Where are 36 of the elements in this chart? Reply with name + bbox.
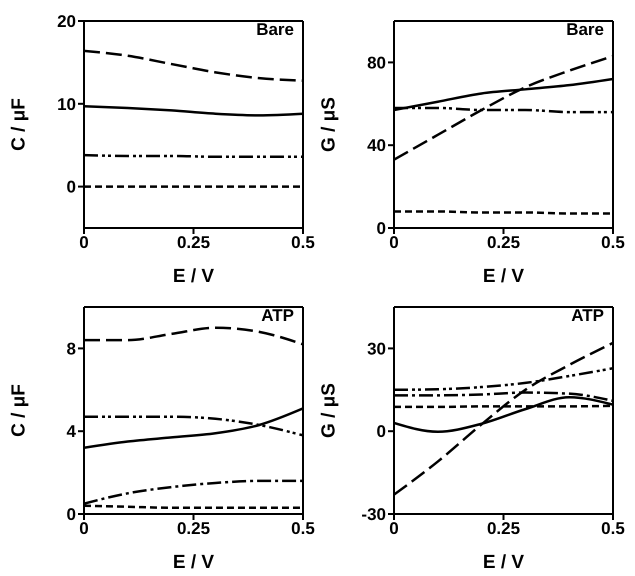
x-tick-label: 0.25 <box>486 519 520 538</box>
x-tick-label: 0 <box>79 233 89 252</box>
x-tick-label: 0.5 <box>291 233 315 252</box>
y-tick-label: 0 <box>376 219 386 238</box>
y-tick-label: 0 <box>66 505 76 524</box>
chart-title: ATP <box>571 306 604 326</box>
x-tick-label: 0.5 <box>601 519 625 538</box>
x-tick-label: 0.5 <box>601 233 625 252</box>
y-axis-title: G / μS <box>318 97 340 152</box>
x-tick-label: 0.5 <box>291 519 315 538</box>
x-tick-label: 0 <box>79 519 89 538</box>
x-axis-title: E / V <box>482 552 524 573</box>
x-tick-label: 0.25 <box>176 233 210 252</box>
chart-title: Bare <box>566 20 604 40</box>
y-tick-label: 30 <box>367 339 386 358</box>
y-axis-title: C / μF <box>8 384 30 437</box>
x-axis-title: E / V <box>172 266 214 287</box>
x-axis-title: E / V <box>482 266 524 287</box>
x-tick-label: 0 <box>389 519 399 538</box>
y-axis-title: G / μS <box>318 383 340 438</box>
chart-title: Bare <box>256 20 294 40</box>
y-tick-label: 8 <box>66 339 76 358</box>
x-tick-label: 0 <box>389 233 399 252</box>
x-tick-label: 0.25 <box>176 519 210 538</box>
y-tick-label: 0 <box>376 422 386 442</box>
x-tick-label: 0.25 <box>486 233 520 252</box>
y-tick-label: 80 <box>367 53 386 72</box>
y-tick-label: -30 <box>361 505 386 524</box>
x-axis-title: E / V <box>172 552 214 573</box>
y-tick-label: 4 <box>66 422 77 442</box>
y-tick-label: 40 <box>367 136 386 156</box>
y-tick-label: 20 <box>57 12 76 32</box>
y-axis-title: C / μF <box>8 98 30 151</box>
y-tick-label: 0 <box>66 178 76 197</box>
chart-title: ATP <box>261 306 294 326</box>
y-tick-label: 10 <box>57 94 76 114</box>
